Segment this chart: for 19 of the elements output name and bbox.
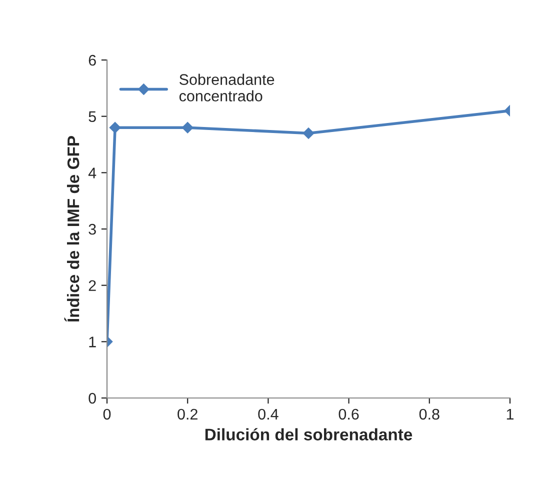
- x-axis-title: Dilución del sobrenadante: [205, 428, 412, 440]
- x-tick-label: 1: [506, 408, 514, 420]
- y-tick-label: 4: [88, 168, 96, 178]
- x-tick-label: 0.8: [419, 408, 440, 420]
- point: [302, 128, 314, 139]
- y-tick-label: 5: [88, 111, 96, 122]
- x-tick-label: 0.2: [178, 408, 198, 420]
- x-tick-label: 0.4: [258, 408, 278, 420]
- y-tick-label: 3: [88, 224, 96, 235]
- y-axis-title: Índice de la IMF de GFP: [64, 136, 80, 322]
- y-tick-label: 6: [88, 54, 96, 66]
- point: [182, 122, 194, 134]
- x-tick-label: 0.6: [338, 408, 359, 420]
- legend-label: Sobrenadante concentrado: [179, 74, 274, 102]
- x-tick-label: 0: [103, 408, 111, 420]
- y-tick-label: 2: [88, 280, 96, 291]
- point: [109, 122, 121, 134]
- y-tick-label: 1: [89, 336, 96, 348]
- y-tick-label: 0: [88, 392, 96, 404]
